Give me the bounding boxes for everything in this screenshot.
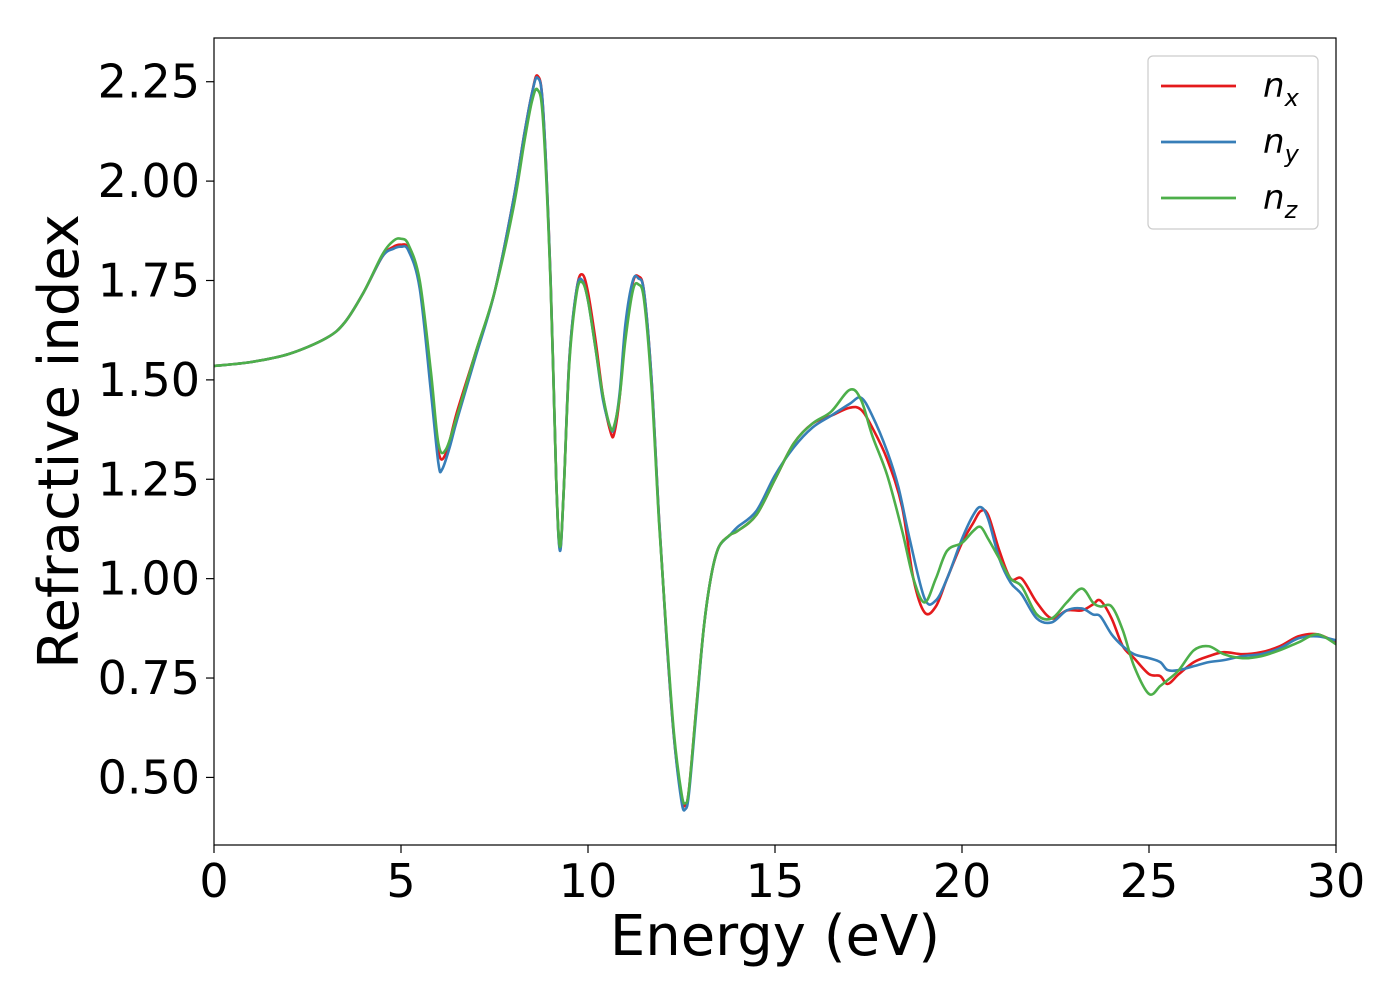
legend-label-y: ny: [1263, 122, 1300, 168]
x-tick-label: 25: [1120, 854, 1179, 908]
x-tick-label: 15: [746, 854, 805, 908]
y-tick-label: 1.00: [98, 552, 200, 606]
series-lines: [214, 74, 1336, 812]
y-tick-label: 0.50: [98, 750, 200, 804]
x-tick-label: 10: [559, 854, 618, 908]
legend-label-z: nz: [1263, 178, 1299, 224]
y-tick-label: 1.50: [98, 353, 200, 407]
legend-label-x: nx: [1263, 66, 1300, 112]
series-line-z: [214, 87, 1336, 805]
y-axis-label: Refractive index: [27, 214, 92, 669]
x-tick-label: 20: [933, 854, 992, 908]
legend: nx ny nz: [1147, 55, 1319, 230]
x-tick-label: 0: [199, 854, 228, 908]
x-tick-label: 30: [1307, 854, 1366, 908]
x-axis: 0 5 10 15 20 25 30: [199, 845, 1365, 908]
x-tick-label: 5: [386, 854, 415, 908]
x-axis-label: Energy (eV): [610, 904, 940, 969]
y-tick-label: 1.25: [98, 452, 200, 506]
y-tick-label: 0.75: [98, 651, 200, 705]
y-tick-label: 1.75: [98, 253, 200, 307]
y-tick-label: 2.25: [98, 55, 200, 109]
y-tick-label: 2.00: [98, 154, 200, 208]
y-axis: 0.50 0.75 1.00 1.25 1.50 1.75 2.00 2.25: [98, 55, 214, 804]
